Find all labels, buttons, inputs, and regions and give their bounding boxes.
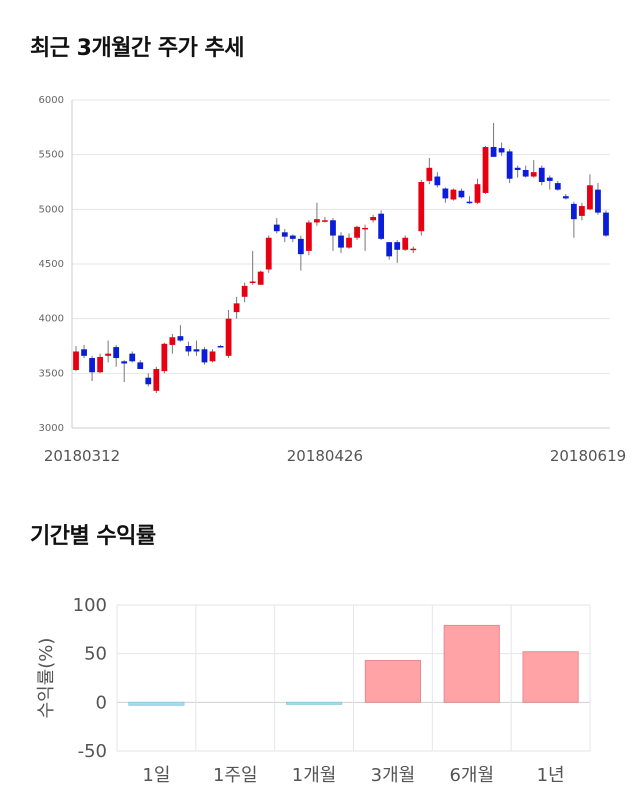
candle-body [426, 167, 433, 181]
y-axis-label: 수익률(%) [36, 638, 57, 719]
return-bar [443, 624, 500, 703]
candle-body [145, 377, 152, 385]
candle-body [546, 177, 553, 181]
candle-body [370, 216, 377, 221]
candle-body [289, 235, 296, 239]
candle-body [450, 189, 457, 200]
candle-body [97, 356, 103, 373]
candle-body [249, 281, 256, 283]
candle-body [418, 182, 425, 232]
candle-body [474, 184, 481, 203]
candle-body [506, 151, 513, 179]
candle-body [201, 349, 208, 363]
candle-body [217, 346, 224, 348]
y-tick-label: 4000 [39, 314, 64, 325]
candle-body [603, 212, 609, 236]
candle-body [129, 353, 136, 362]
candle-body [105, 353, 112, 356]
candle-body [209, 351, 216, 362]
return-bar [522, 651, 579, 703]
candle-body [153, 368, 160, 391]
candle-body [89, 358, 95, 373]
candle-body [562, 196, 569, 199]
return-bar [285, 701, 343, 705]
candle-body [466, 201, 473, 204]
candle-body [394, 242, 401, 250]
candle-body [530, 172, 537, 177]
candle-body [498, 148, 505, 153]
y-tick-label: -50 [78, 741, 107, 762]
candle-body [587, 185, 593, 210]
candle-body [169, 337, 176, 345]
candle-body [113, 347, 120, 359]
candle-body [514, 167, 521, 170]
candle-body [161, 343, 168, 372]
y-tick-label: 5500 [39, 150, 64, 161]
candle-body [185, 346, 192, 352]
candle-body [233, 303, 240, 313]
candle-body [265, 237, 272, 270]
category-label: 1개월 [292, 765, 337, 786]
category-label: 1일 [142, 765, 170, 786]
candle-body [538, 167, 545, 182]
candle-body [362, 227, 368, 230]
candle-body [354, 226, 360, 238]
candle-body [241, 285, 248, 297]
candle-body [305, 222, 312, 251]
x-tick-label: 20180426 [287, 447, 363, 465]
candle-body [522, 169, 529, 177]
candle-body [73, 351, 79, 371]
candle-body [346, 237, 352, 248]
candle-body [595, 189, 601, 213]
candle-body [579, 206, 585, 216]
category-label: 1년 [537, 765, 565, 786]
candle-body [338, 235, 344, 248]
y-tick-label: 4500 [39, 259, 64, 270]
y-tick-label: 3000 [39, 423, 64, 434]
candle-body [410, 248, 417, 251]
candle-body [281, 232, 288, 237]
candle-body [378, 213, 385, 239]
return-bar [364, 659, 422, 703]
y-tick-label: 100 [73, 595, 107, 616]
candle-body [402, 237, 409, 250]
category-label: 1주일 [213, 765, 258, 786]
y-tick-label: 50 [84, 644, 107, 665]
return-bar-chart: 100 50 0 -50 수익률(%) 1일 1주일 1개월 3개월 6개월 1년 [36, 595, 591, 786]
candle-body [482, 147, 489, 193]
candle-body [193, 349, 200, 352]
candle-body [330, 220, 336, 236]
y-tick-label: 5000 [39, 204, 64, 215]
y-tick-label: 0 [96, 692, 107, 713]
return-bar [128, 701, 185, 706]
candle-body [177, 336, 184, 341]
candle-body [314, 219, 320, 223]
candlestick-chart: 3000 3500 4000 4500 5000 5500 6000 20180312 2018… [39, 95, 627, 465]
x-tick-label: 20180312 [44, 447, 120, 465]
candle-body [322, 220, 328, 222]
candle-body [297, 238, 304, 255]
candle-body [137, 362, 144, 369]
candle-body [81, 349, 87, 356]
candle-body [570, 203, 577, 220]
category-label: 6개월 [449, 765, 494, 786]
y-tick-label: 3500 [39, 368, 64, 379]
candle-body [458, 190, 465, 198]
period-return-title: 기간별 수익률 [30, 524, 156, 549]
candle-body [554, 183, 561, 190]
x-tick-label: 20180619 [550, 447, 626, 465]
category-label: 3개월 [371, 765, 416, 786]
candle-body [225, 318, 232, 356]
candle-body [121, 361, 128, 364]
y-tick-label: 6000 [39, 95, 64, 106]
candle-body [442, 188, 449, 199]
candle-body [386, 242, 393, 257]
stock-trend-title: 최근 3개월간 주가 추세 [30, 36, 244, 61]
candle-body [257, 271, 264, 285]
candle-body [490, 147, 497, 157]
candle-body [434, 176, 441, 186]
candle-body [273, 224, 280, 232]
